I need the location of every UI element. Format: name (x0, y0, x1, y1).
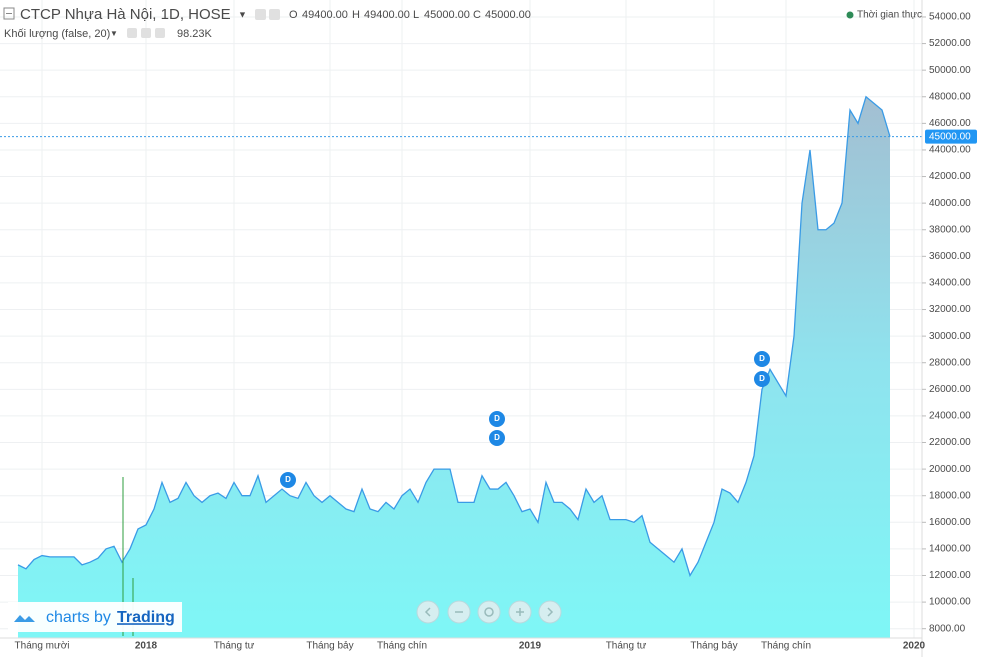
x-tick-label: 2018 (135, 641, 158, 652)
y-tick-label: 32000.00 (929, 304, 971, 315)
y-tick-label: 30000.00 (929, 331, 971, 342)
ohlc-value: 45000.00 (485, 9, 531, 21)
badge-logo (14, 615, 35, 622)
x-tick-label: Tháng chín (377, 641, 427, 652)
dividend-icon: D (494, 433, 500, 442)
y-tick-label: 52000.00 (929, 38, 971, 49)
price-line (17, 95, 891, 578)
dividend-icon: D (759, 354, 765, 363)
y-tick-label: 48000.00 (929, 91, 971, 102)
badge-link[interactable]: Trading (117, 609, 175, 626)
y-tick-label: 34000.00 (929, 278, 971, 289)
nav-icon (424, 607, 431, 617)
y-tick-label: 18000.00 (929, 490, 971, 501)
y-tick-label: 20000.00 (929, 464, 971, 475)
dropdown-arrow[interactable]: ▼ (238, 9, 247, 19)
volume-label: Khối lượng (false, 20) (4, 28, 110, 40)
y-tick-label: 10000.00 (929, 597, 971, 608)
hide-button[interactable] (269, 9, 280, 20)
nav-icons (424, 607, 554, 617)
nav-icon (484, 607, 494, 617)
collapse-icon[interactable] (3, 7, 15, 20)
ohlc-value: 45000.00 (424, 9, 470, 21)
nav-icon (547, 607, 554, 617)
dividend-icons: D D D D D (285, 354, 765, 484)
realtime-dot (846, 11, 854, 19)
y-tick-label: 50000.00 (929, 65, 971, 76)
badge-text: charts by (46, 609, 111, 626)
y-tick-label: 46000.00 (929, 118, 971, 129)
dividend-markers (280, 351, 770, 488)
dividend-marker[interactable] (489, 411, 505, 427)
scroll-left-button[interactable] (416, 600, 440, 624)
y-tick-label: 28000.00 (929, 357, 971, 368)
y-tick-label: 40000.00 (929, 198, 971, 209)
scroll-right-button[interactable] (538, 600, 562, 624)
dividend-marker[interactable] (754, 351, 770, 367)
ohlc-label: L (413, 9, 419, 21)
y-tick-label: 16000.00 (929, 517, 971, 528)
ohlc-value: 49400.00 (364, 9, 410, 21)
dropdown-arrow[interactable]: ▼ (110, 29, 118, 38)
reset-button[interactable] (477, 600, 501, 624)
settings-button[interactable] (127, 28, 137, 38)
realtime-label: Thời gian thực (857, 10, 922, 21)
x-tick-label: Tháng chín (761, 641, 811, 652)
y-tick-label: 54000.00 (929, 12, 971, 23)
y-tick-label: 8000.00 (929, 623, 966, 634)
x-tick-label: Tháng tư (606, 641, 647, 652)
x-tick-label: 2020 (903, 641, 926, 652)
settings-button[interactable] (255, 9, 266, 20)
badge[interactable] (8, 602, 182, 632)
dividend-marker[interactable] (754, 371, 770, 387)
y-tick-label: 24000.00 (929, 411, 971, 422)
last-price-tag (925, 129, 977, 144)
y-tick-label: 12000.00 (929, 570, 971, 581)
ohlc-label: O (289, 9, 298, 21)
x-tick-label: Tháng bảy (306, 641, 353, 652)
remove-button[interactable] (155, 28, 165, 38)
hide-button[interactable] (141, 28, 151, 38)
x-tick-label: Tháng tư (214, 641, 255, 652)
dividend-icon: D (759, 374, 765, 383)
dividend-icon: D (494, 414, 500, 423)
dividend-icon: D (285, 475, 291, 484)
x-tick-label: 2019 (519, 641, 542, 652)
y-tick-label: 14000.00 (929, 544, 971, 555)
y-tick-label: 38000.00 (929, 224, 971, 235)
dividend-marker[interactable] (280, 472, 296, 488)
y-tick-label: 44000.00 (929, 145, 971, 156)
symbol-title: CTCP Nhựa Hà Nội, 1D, HOSE (20, 6, 231, 23)
dividend-marker[interactable] (489, 430, 505, 446)
volume-value: 98.23K (177, 28, 213, 40)
x-tick-label: Tháng mười (15, 641, 70, 652)
last-price-label: 45000.00 (929, 131, 971, 142)
y-tick-label: 36000.00 (929, 251, 971, 262)
ohlc-label: H (352, 9, 360, 21)
ohlc-value: 49400.00 (302, 9, 348, 21)
ohlc-label: C (473, 9, 481, 21)
y-tick-label: 22000.00 (929, 437, 971, 448)
nav-controls (416, 600, 562, 624)
y-tick-label: 42000.00 (929, 171, 971, 182)
area-fill (18, 96, 890, 638)
y-tick-label: 26000.00 (929, 384, 971, 395)
x-tick-label: Tháng bảy (690, 641, 737, 652)
